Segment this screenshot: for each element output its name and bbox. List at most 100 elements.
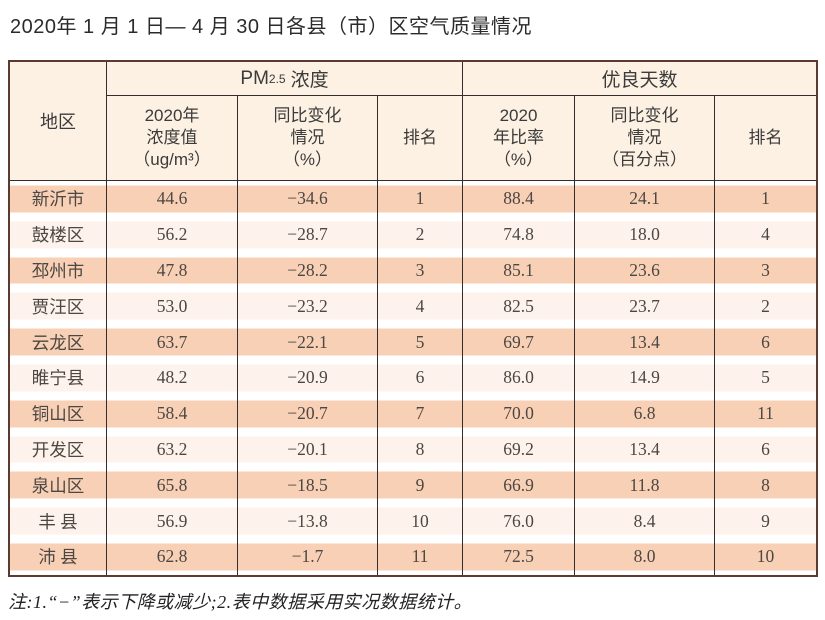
good-rank-cell: 5	[761, 367, 770, 388]
pm-value-cell: 62.8	[107, 538, 238, 575]
pm-value-cell: 63.7	[107, 324, 238, 360]
pm-rank-cell: 4	[378, 288, 463, 325]
good-ratio-cell: 69.2	[463, 431, 575, 468]
table-row: 鼓楼区 56.2 −28.7 2 74.8 18.0 4	[10, 216, 816, 253]
region-cell: 邳州市	[10, 252, 107, 289]
pm-change-cell: −18.5	[238, 467, 378, 504]
region-cell: 沛 县	[10, 538, 107, 575]
good-change-cell: 23.6	[575, 252, 715, 289]
pm-rank-cell: 5	[378, 324, 463, 360]
good-change-cell: 8.4	[575, 503, 715, 539]
good-ratio-cell: 69.7	[463, 324, 575, 360]
pm-rank-cell: 7	[378, 395, 463, 432]
pm-value-cell: 63.2	[107, 431, 238, 468]
pm-change-cell: −20.7	[238, 395, 378, 432]
good-rank-cell: 6	[761, 331, 770, 352]
table-row: 云龙区 63.7 −22.1 5 69.7 13.4 6	[10, 324, 816, 360]
pm-rank-cell: 1	[378, 181, 463, 217]
region-cell: 泉山区	[10, 467, 107, 504]
good-change-cell: 11.8	[575, 467, 715, 504]
good-ratio-cell: 72.5	[463, 538, 575, 575]
good-ratio-cell: 86.0	[463, 359, 575, 396]
good-ratio-cell: 66.9	[463, 467, 575, 504]
pm-change-cell: −22.1	[238, 324, 378, 360]
table-row: 新沂市 44.6 −34.6 1 88.4 24.1 1	[10, 181, 816, 217]
pm-rank-cell: 11	[378, 538, 463, 575]
good-change-cell: 6.8	[575, 395, 715, 432]
page-title: 2020年 1 月 1 日— 4 月 30 日各县（市）区空气质量情况	[10, 16, 533, 38]
pm-value-cell: 48.2	[107, 359, 238, 396]
good-rank-cell: 4	[761, 224, 770, 245]
pm-rank-cell: 2	[378, 216, 463, 253]
region-cell: 铜山区	[10, 395, 107, 432]
pm-value-cell: 44.6	[107, 181, 238, 217]
pm-change-cell: −28.2	[238, 252, 378, 289]
region-cell: 鼓楼区	[10, 216, 107, 253]
subheader-pm-value: 2020年 浓度值 （ug/m³）	[107, 96, 238, 180]
pm-value-cell: 53.0	[107, 288, 238, 325]
table-body: 新沂市 44.6 −34.6 1 88.4 24.1 1 鼓楼区 56.2 −2…	[10, 181, 816, 575]
table-row: 开发区 63.2 −20.1 8 69.2 13.4 6	[10, 431, 816, 468]
pm-value-cell: 47.8	[107, 252, 238, 289]
region-cell: 丰 县	[10, 503, 107, 539]
subheader-pm-change: 同比变化 情况 （%）	[238, 96, 378, 180]
pm-group-header: PM 2.5 浓度	[107, 62, 463, 96]
good-ratio-cell: 76.0	[463, 503, 575, 539]
air-quality-table: 地区 PM 2.5 浓度 优良天数 2020年 浓度值 （ug/m³） 同比变化 情…	[8, 60, 818, 577]
good-change-cell: 23.7	[575, 288, 715, 325]
pm-rank-cell: 8	[378, 431, 463, 468]
table-header: 地区 PM 2.5 浓度 优良天数 2020年 浓度值 （ug/m³） 同比变化 情…	[10, 62, 816, 181]
good-ratio-cell: 88.4	[463, 181, 575, 217]
table-row: 邳州市 47.8 −28.2 3 85.1 23.6 3	[10, 252, 816, 289]
pm-change-cell: −13.8	[238, 503, 378, 539]
pm-rank-cell: 6	[378, 359, 463, 396]
good-ratio-cell: 85.1	[463, 252, 575, 289]
good-change-cell: 13.4	[575, 431, 715, 468]
pm-change-cell: −1.7	[238, 538, 378, 575]
table-row: 丰 县 56.9 −13.8 10 76.0 8.4 9	[10, 503, 816, 539]
subheader-pm-rank: 排名	[378, 96, 463, 180]
good-change-cell: 18.0	[575, 216, 715, 253]
subheader-good-change: 同比变化 情况 （百分点）	[575, 96, 715, 180]
good-rank-cell: 11	[757, 403, 774, 424]
region-cell: 开发区	[10, 431, 107, 468]
pm-rank-cell: 9	[378, 467, 463, 504]
pm-rank-cell: 3	[378, 252, 463, 289]
region-cell: 新沂市	[10, 181, 107, 217]
good-rank-cell: 10	[756, 546, 775, 567]
subheader-good-ratio: 2020 年比率 （%）	[463, 96, 575, 180]
good-days-group-header: 优良天数	[463, 62, 816, 96]
footnote: 注:1.“−”表示下降或减少;2.表中数据采用实况数据统计。	[8, 592, 473, 612]
good-rank-cell: 3	[761, 259, 770, 280]
good-rank-cell: 6	[761, 438, 770, 459]
good-rank-cell: 1	[761, 188, 770, 209]
pm-change-cell: −20.9	[238, 359, 378, 396]
pm-change-cell: −23.2	[238, 288, 378, 325]
good-rank-cell: 8	[761, 474, 770, 495]
pm-change-cell: −20.1	[238, 431, 378, 468]
table-row: 铜山区 58.4 −20.7 7 70.0 6.8 11	[10, 395, 816, 432]
table-row: 沛 县 62.8 −1.7 11 72.5 8.0 10	[10, 538, 816, 575]
good-rank-cell: 9	[761, 510, 770, 531]
region-header-cell: 地区	[10, 62, 107, 180]
region-cell: 贾汪区	[10, 288, 107, 325]
good-rank-cell: 2	[761, 295, 770, 316]
good-change-cell: 13.4	[575, 324, 715, 360]
good-ratio-cell: 70.0	[463, 395, 575, 432]
pm-concentration-label: 浓度	[290, 70, 329, 91]
table-row: 泉山区 65.8 −18.5 9 66.9 11.8 8	[10, 467, 816, 504]
table-row: 睢宁县 48.2 −20.9 6 86.0 14.9 5	[10, 359, 816, 396]
pm-value-cell: 58.4	[107, 395, 238, 432]
good-change-cell: 14.9	[575, 359, 715, 396]
good-ratio-cell: 74.8	[463, 216, 575, 253]
pm-change-cell: −34.6	[238, 181, 378, 217]
subheader-good-rank: 排名	[748, 127, 783, 147]
pm-label: PM	[240, 67, 269, 89]
pm-value-cell: 56.9	[107, 503, 238, 539]
pm-rank-cell: 10	[378, 503, 463, 539]
table-row: 贾汪区 53.0 −23.2 4 82.5 23.7 2	[10, 288, 816, 325]
pm-value-cell: 65.8	[107, 467, 238, 504]
region-cell: 云龙区	[10, 324, 107, 360]
good-ratio-cell: 82.5	[463, 288, 575, 325]
pm-value-cell: 56.2	[107, 216, 238, 253]
